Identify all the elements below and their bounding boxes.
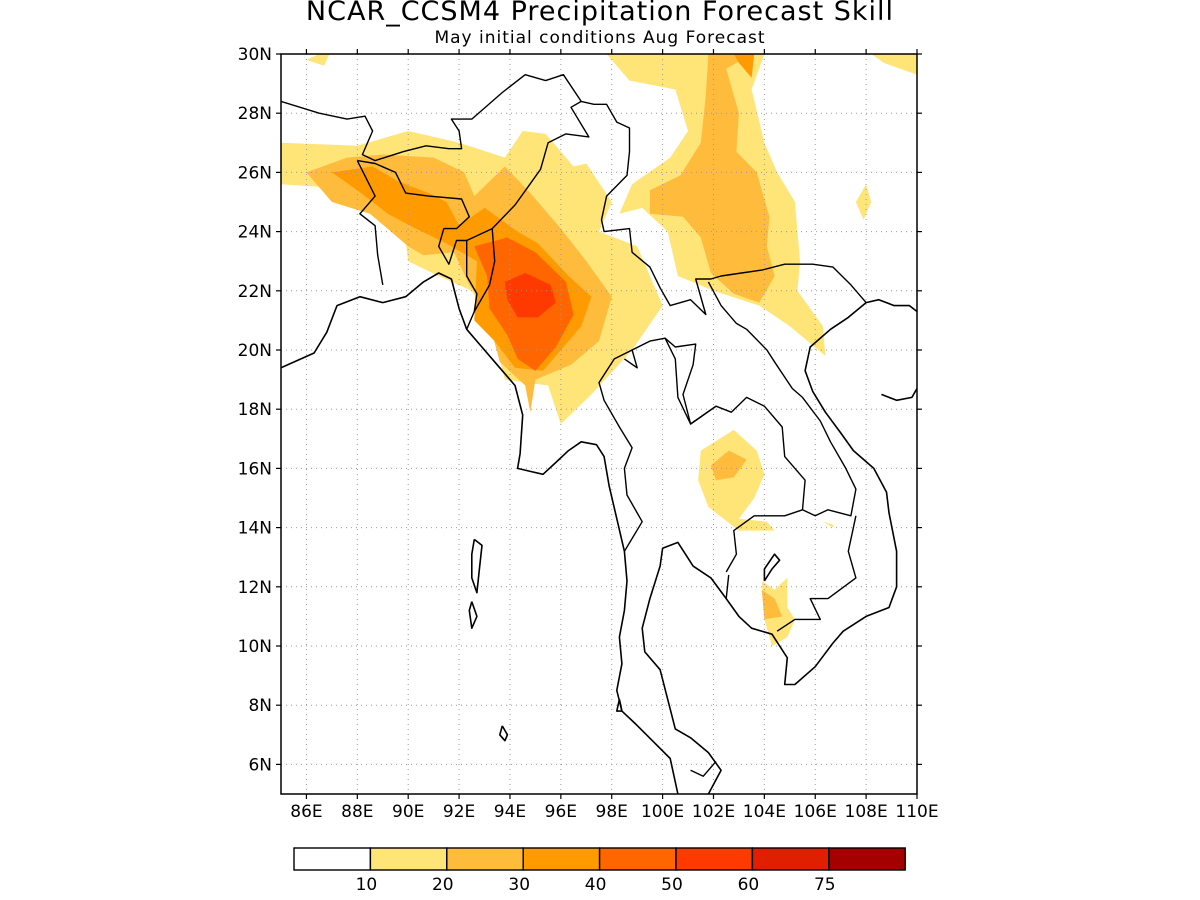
skill-region-11 [710,450,747,481]
skill-region-5 [855,184,872,220]
map-frame [280,53,918,795]
country-border [725,509,803,573]
lon-tick-label: 108E [845,802,888,822]
color-bar-label: 30 [508,875,530,895]
lon-tick-label: 110E [895,802,938,822]
lon-tick-label: 94E [494,802,526,822]
country-border [598,349,643,552]
lat-tick-label: 30N [238,45,272,65]
lat-tick-label: 22N [238,282,272,302]
lon-tick-label: 90E [392,802,424,822]
lat-tick-label: 12N [238,578,272,598]
lat-tick-label: 28N [238,104,272,124]
country-border [281,73,867,316]
lat-tick-label: 8N [248,696,272,716]
color-bar-label: 60 [738,875,760,895]
lon-tick-label: 100E [641,802,684,822]
color-bar-box-7 [751,847,830,871]
country-border [725,574,730,599]
lon-tick-label: 88E [341,802,373,822]
color-bar-legend: 10 20 30 40 50 60 75 [293,847,906,895]
color-bar-box-2 [369,847,448,871]
skill-region-6 [698,429,775,531]
color-bar-box-4 [522,847,601,871]
country-border [690,760,717,777]
coastline [615,699,623,712]
coastline [281,272,679,794]
lon-tick-label: 104E [743,802,786,822]
skill-region-12 [761,589,783,620]
figure-title: NCAR_CCSM4 Precipitation Forecast Skill [305,0,895,27]
color-bar-box-8 [828,847,906,871]
country-border [466,100,590,242]
lat-tick-label: 26N [238,163,272,183]
skill-region-10 [649,54,775,303]
country-border [776,515,857,632]
lat-tick-label: 18N [238,400,272,420]
lat-tick-label: 16N [238,459,272,479]
figure-subtitle: May initial conditions Aug Forecast [434,28,766,48]
color-bar-label: 75 [814,875,836,895]
country-border [664,281,857,517]
coastline [498,725,509,742]
color-bar-box-1 [293,847,372,871]
map-plot-area [281,54,917,794]
coastline [763,553,781,582]
skill-region-14 [733,54,755,78]
lat-tick-label: 14N [238,519,272,539]
skill-region-16 [504,273,556,318]
skill-region-8 [822,521,833,528]
color-bar-box-6 [675,847,754,871]
coastline [881,388,917,402]
lon-tick-label: 102E [692,802,735,822]
color-bar-label: 10 [356,875,378,895]
lon-tick-label: 86E [290,802,322,822]
lat-tick-label: 20N [238,341,272,361]
skill-region-3 [306,54,330,66]
country-border [631,337,717,425]
lon-tick-label: 96E [545,802,577,822]
lon-tick-label: 106E [794,802,837,822]
color-bar-box-5 [598,847,677,871]
color-bar-label: 20 [432,875,454,895]
coastline [470,538,483,594]
country-border [357,159,478,330]
coastline [641,298,917,794]
lat-tick-label: 10N [238,637,272,657]
color-bar-label: 50 [661,875,683,895]
lon-tick-label: 98E [596,802,628,822]
country-border [473,228,496,312]
lon-tick-label: 92E [443,802,475,822]
color-bar-label: 40 [585,875,607,895]
lat-tick-label: 24N [238,223,272,243]
country-border [356,160,384,286]
coastline [468,601,478,630]
lat-tick-label: 6N [248,755,272,775]
color-bar-box-3 [446,847,524,871]
skill-region-4 [871,54,917,75]
